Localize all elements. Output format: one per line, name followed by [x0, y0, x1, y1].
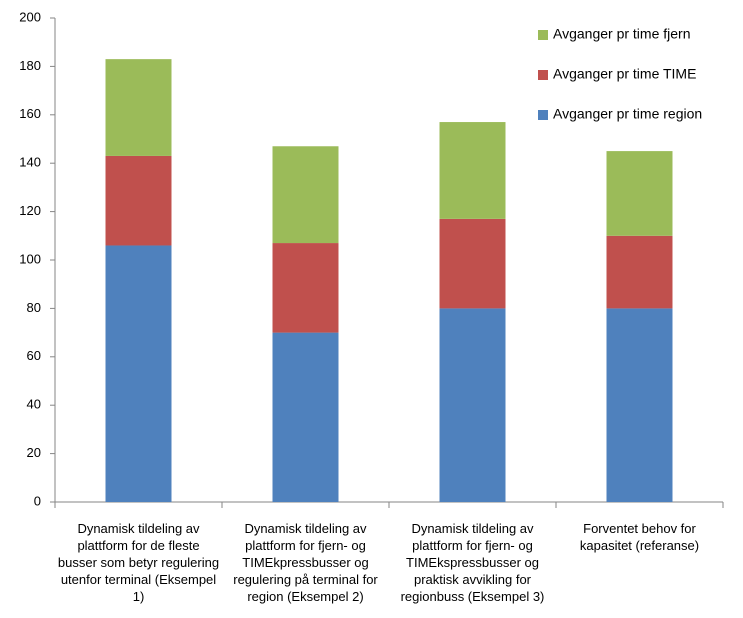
bar-segment [105, 155, 172, 246]
y-tick-label: 120 [19, 203, 41, 218]
x-tick-label: Dynamisk tildeling av plattform for de f… [57, 521, 220, 604]
legend-swatch [538, 70, 548, 80]
x-tick-label: Dynamisk tildeling av plattform for fjer… [400, 521, 545, 604]
y-tick-label: 40 [27, 397, 41, 412]
y-tick-label: 160 [19, 106, 41, 121]
x-tick-label: Dynamisk tildeling av plattform for fjer… [233, 521, 378, 604]
y-tick-label: 140 [19, 155, 41, 170]
bar-segment [439, 308, 506, 502]
bar-segment [439, 122, 506, 219]
bar-segment [606, 151, 673, 236]
y-tick-label: 60 [27, 348, 41, 363]
bar-segment [272, 243, 339, 333]
bar-segment [272, 332, 339, 502]
y-tick-label: 20 [27, 445, 41, 460]
y-tick-label: 80 [27, 300, 41, 315]
legend-label: Avganger pr time TIME [553, 66, 696, 82]
bar-segment [439, 218, 506, 309]
legend-label: Avganger pr time fjern [553, 26, 690, 42]
y-tick-label: 0 [34, 493, 41, 508]
y-tick-label: 100 [19, 251, 41, 266]
legend-label: Avganger pr time region [553, 106, 702, 122]
bar-segment [105, 245, 172, 503]
y-tick-label: 180 [19, 58, 41, 73]
bar-segment [272, 146, 339, 244]
bar-segment [105, 59, 172, 156]
x-tick-label: Forventet behov for kapasitet (referanse… [579, 521, 700, 553]
y-tick-label: 200 [19, 9, 41, 24]
legend-swatch [538, 30, 548, 40]
legend-swatch [538, 110, 548, 120]
bar-segment [606, 308, 673, 502]
bar-segment [606, 235, 673, 309]
